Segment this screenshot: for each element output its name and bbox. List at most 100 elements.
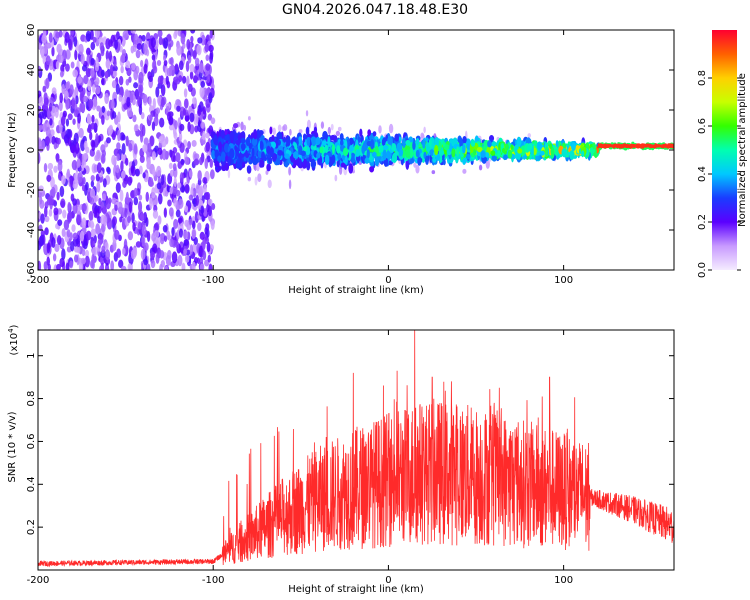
heatmap-cell [409, 147, 414, 159]
heatmap-cell [218, 141, 223, 152]
heatmap-cell [110, 260, 115, 270]
heatmap-cell [187, 141, 191, 150]
heatmap-cell [60, 198, 66, 209]
y-tick-label: -60 [26, 262, 37, 278]
heatmap-cell [118, 94, 123, 102]
heatmap-cell [165, 75, 169, 86]
heatmap-cell [112, 70, 118, 78]
heatmap-cell [155, 253, 160, 264]
heatmap-cell [164, 190, 169, 197]
heatmap-cell [387, 136, 393, 145]
heatmap-cell [449, 142, 453, 153]
heatmap-cell [79, 103, 83, 113]
heatmap-cell [168, 207, 174, 217]
heatmap-cell [66, 168, 70, 179]
heatmap-cell [71, 224, 76, 233]
heatmap-cell [44, 136, 51, 145]
heatmap-cell [135, 241, 142, 248]
heatmap-cell [334, 174, 338, 182]
heatmap-cell [459, 137, 463, 149]
heatmap-cell [267, 179, 272, 189]
heatmap-cell [405, 149, 411, 158]
heatmap-cell [462, 143, 466, 154]
heatmap-cell [224, 134, 230, 141]
heatmap-cell [39, 45, 46, 57]
heatmap-cell [490, 150, 496, 157]
heatmap-cell [121, 142, 126, 155]
heatmap-cell [106, 110, 111, 117]
heatmap-cell [58, 100, 63, 112]
heatmap-cell [279, 145, 283, 152]
heatmap-cell [198, 186, 203, 198]
colorbar-gradient [712, 30, 737, 270]
heatmap-cell [462, 168, 467, 174]
heatmap-cell [213, 134, 218, 146]
heatmap-cell [187, 121, 191, 132]
heatmap-cell [251, 147, 255, 158]
heatmap-cell [90, 188, 96, 199]
heatmap-cell [155, 86, 160, 98]
x-tick-label: 100 [554, 275, 573, 286]
heatmap-cell [90, 41, 96, 51]
heatmap-cell [300, 150, 306, 157]
heatmap-cell [150, 37, 156, 48]
heatmap-cell [129, 93, 134, 104]
heatmap-cell [271, 141, 276, 149]
heatmap-cell [174, 63, 179, 72]
heatmap-cell [371, 151, 377, 158]
heatmap-cell [54, 243, 60, 253]
heatmap-cell [85, 47, 91, 56]
heatmap-cell [100, 69, 105, 78]
heatmap-cell [61, 174, 66, 185]
heatmap-cell [38, 111, 45, 119]
heatmap-cell [76, 246, 81, 254]
heatmap-cell [63, 90, 69, 100]
heatmap-cell [94, 155, 99, 162]
heatmap-cell [89, 131, 93, 141]
heatmap-cell [65, 63, 70, 72]
heatmap-cell [180, 158, 185, 166]
heatmap-cell [178, 228, 183, 238]
heatmap-cell [473, 149, 477, 156]
heatmap-cell [130, 249, 137, 260]
snr-frame [37, 329, 675, 571]
heatmap-cell [205, 54, 210, 62]
heatmap-cell [534, 140, 538, 147]
heatmap-cell [86, 127, 92, 134]
heatmap-cell [85, 230, 92, 241]
heatmap-cell [184, 205, 189, 213]
heatmap-cell [133, 69, 139, 81]
heatmap-cell [581, 150, 585, 158]
heatmap-cell [130, 45, 135, 54]
heatmap-cell [95, 86, 101, 95]
heatmap-cell [175, 98, 181, 106]
heatmap-cell [367, 129, 372, 137]
heatmap-cell [154, 222, 160, 232]
heatmap-cell [501, 147, 506, 154]
heatmap-cell [147, 142, 152, 153]
heatmap-cell [210, 220, 215, 231]
heatmap-cell [99, 42, 104, 51]
heatmap-cell [382, 144, 389, 150]
heatmap-cell [127, 215, 131, 223]
heatmap-cell [412, 141, 416, 150]
heatmap-cell [478, 164, 483, 171]
heatmap-cell [125, 90, 131, 98]
heatmap-cell [169, 57, 174, 66]
heatmap-cell [72, 232, 78, 240]
heatmap-cell [206, 74, 211, 84]
heatmap-cell [142, 144, 148, 153]
heatmap-cell [53, 207, 59, 216]
heatmap-cell [157, 75, 163, 86]
heatmap-cell [194, 57, 200, 67]
heatmap-cell [171, 226, 175, 236]
heatmap-cell [111, 98, 115, 110]
y-tick-label: -20 [26, 182, 37, 198]
heatmap-cell [149, 251, 156, 259]
heatmap-cell [46, 109, 51, 119]
heatmap-cell [292, 151, 299, 159]
heatmap-cell [143, 242, 149, 252]
heatmap-cell [266, 145, 271, 155]
heatmap-cell [631, 141, 635, 145]
